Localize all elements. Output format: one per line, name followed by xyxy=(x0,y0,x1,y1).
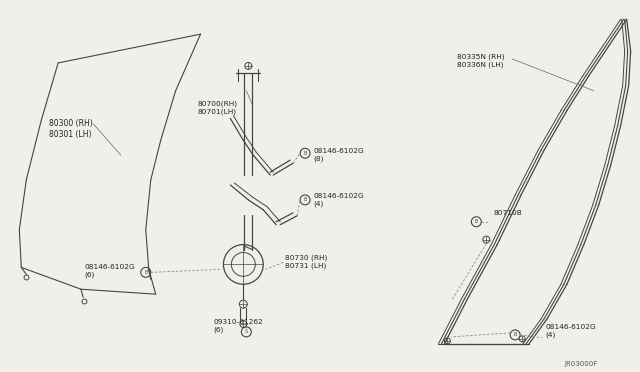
Text: 80700(RH)
80701(LH): 80700(RH) 80701(LH) xyxy=(198,101,237,115)
Text: 08146-6102G
(6): 08146-6102G (6) xyxy=(84,264,134,278)
Text: B: B xyxy=(303,151,307,156)
Text: 80710B: 80710B xyxy=(493,210,522,216)
Text: 80300 (RH)
80301 (LH): 80300 (RH) 80301 (LH) xyxy=(49,119,93,139)
Text: 08146-6102G
(8): 08146-6102G (8) xyxy=(313,148,364,162)
Text: S: S xyxy=(244,329,248,334)
Text: 80335N (RH)
80336N (LH): 80335N (RH) 80336N (LH) xyxy=(458,53,505,67)
Text: 08146-6102G
(4): 08146-6102G (4) xyxy=(545,324,596,338)
Text: B: B xyxy=(513,332,517,337)
Text: B: B xyxy=(303,198,307,202)
Text: B: B xyxy=(475,219,478,224)
Text: 08146-6102G
(4): 08146-6102G (4) xyxy=(313,193,364,207)
Text: 80730 (RH)
80731 (LH): 80730 (RH) 80731 (LH) xyxy=(285,254,328,269)
Text: 09310-61262
(6): 09310-61262 (6) xyxy=(214,319,263,333)
Text: JR03000F: JR03000F xyxy=(564,361,597,367)
Text: B: B xyxy=(144,270,147,275)
